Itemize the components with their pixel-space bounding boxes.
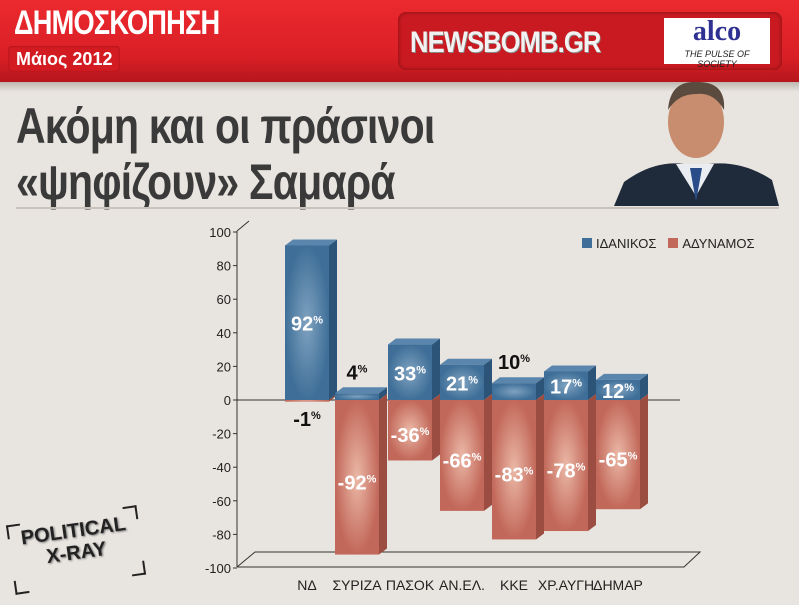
bar-ideal xyxy=(492,383,536,400)
kicker: ΔΗΜΟΣΚΟΠΗΣΗ xyxy=(14,4,220,42)
y-tick-label: 0 xyxy=(224,393,231,408)
legend: ΙΔΑΝΙΚΟΣ ΑΔΥΝΑΜΟΣ xyxy=(582,236,755,251)
bar-side xyxy=(640,394,648,510)
data-label: -1% xyxy=(293,409,321,431)
headline-line1: Ακόμη και οι πράσινοι xyxy=(16,98,435,154)
y-tick-label: 80 xyxy=(217,259,231,274)
bar-side xyxy=(432,394,440,461)
x-tick-label: ΑΝ.ΕΛ. xyxy=(439,577,485,593)
y-tick-label: 20 xyxy=(217,359,231,374)
bar-ideal xyxy=(544,371,588,400)
data-label: 10% xyxy=(498,352,530,374)
headline: Ακόμη και οι πράσινοι «ψηφίζουν» Σαμαρά xyxy=(16,98,435,210)
bar-weak xyxy=(335,400,379,555)
x-tick-label: ΚΚΕ xyxy=(500,577,528,593)
legend-label: ΑΔΥΝΑΜΟΣ xyxy=(682,236,755,251)
header-shadow xyxy=(0,82,799,92)
bar-side xyxy=(379,394,387,555)
alco-name: alco xyxy=(692,16,742,47)
bar-side xyxy=(588,365,596,400)
y-tick-label: 100 xyxy=(209,225,231,240)
bar-weak xyxy=(596,400,640,510)
bar-weak xyxy=(544,400,588,532)
bar-top xyxy=(440,358,492,365)
bar-weak xyxy=(440,400,484,511)
bar-weak xyxy=(388,400,432,461)
bar-ideal xyxy=(285,245,329,400)
bar-ideal xyxy=(440,364,484,400)
x-tick-label: ΧΡ.ΑΥΓΗ xyxy=(538,577,594,593)
bar-weak xyxy=(285,400,329,402)
bar-side xyxy=(379,387,387,400)
x-tick-label: ΣΥΡΙΖΑ xyxy=(332,577,382,593)
bar-top xyxy=(544,365,596,372)
legend-swatch xyxy=(582,238,592,248)
bar-top xyxy=(596,373,648,380)
y-tick-label: 60 xyxy=(217,292,231,307)
newsbomb-logo: NEWSBOMB.GR xyxy=(410,26,601,59)
floor xyxy=(236,551,702,568)
headline-line2: «ψηφίζουν» Σαμαρά xyxy=(16,154,395,210)
politician-photo xyxy=(614,72,779,206)
bar-weak xyxy=(492,400,536,540)
bar-ideal xyxy=(596,379,640,400)
y-tick-label: -100 xyxy=(205,561,231,576)
alco-logo: alco THE PULSE OF SOCIETY xyxy=(664,16,770,69)
bar-side xyxy=(536,394,544,540)
bar-top xyxy=(335,387,387,394)
bar-side xyxy=(536,377,544,400)
legend-label: ΙΔΑΝΙΚΟΣ xyxy=(596,236,657,251)
alco-tagline: THE PULSE OF SOCIETY xyxy=(684,49,750,69)
x-tick-label: ΠΑΣΟΚ xyxy=(386,577,435,593)
bar-side xyxy=(432,338,440,400)
divider xyxy=(16,207,779,209)
bar-side xyxy=(484,394,492,511)
bar-side xyxy=(588,394,596,532)
data-label: 4% xyxy=(347,362,368,384)
bar-ideal xyxy=(388,344,432,400)
axis-3d-edge xyxy=(236,220,250,232)
x-tick-label: ΔΗΜΑΡ xyxy=(593,577,643,593)
y-tick-label: -40 xyxy=(212,460,231,475)
legend-swatch xyxy=(668,238,679,248)
bar-side xyxy=(640,373,648,400)
bar-ideal xyxy=(335,393,379,400)
y-tick-label: -60 xyxy=(212,494,231,509)
y-tick-label: -20 xyxy=(212,427,231,442)
legend-item-weak: ΑΔΥΝΑΜΟΣ xyxy=(668,236,755,251)
x-tick-label: ΝΔ xyxy=(297,577,316,593)
y-tick-label: 40 xyxy=(217,326,231,341)
bar-top xyxy=(492,377,544,384)
bar-side xyxy=(484,358,492,400)
date-badge: Μάιος 2012 xyxy=(8,46,121,72)
legend-item-ideal: ΙΔΑΝΙΚΟΣ xyxy=(582,236,656,251)
bar-top xyxy=(388,338,440,345)
bar-top xyxy=(285,239,337,246)
y-tick-label: -80 xyxy=(212,527,231,542)
bar-side xyxy=(329,239,337,400)
